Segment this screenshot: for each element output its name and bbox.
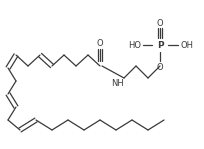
Text: O: O: [157, 18, 163, 28]
Text: OH: OH: [181, 41, 194, 49]
Text: HO: HO: [129, 41, 142, 49]
Text: NH: NH: [111, 79, 123, 87]
Text: P: P: [157, 41, 163, 49]
Text: O: O: [157, 62, 163, 72]
Text: O: O: [97, 38, 103, 48]
